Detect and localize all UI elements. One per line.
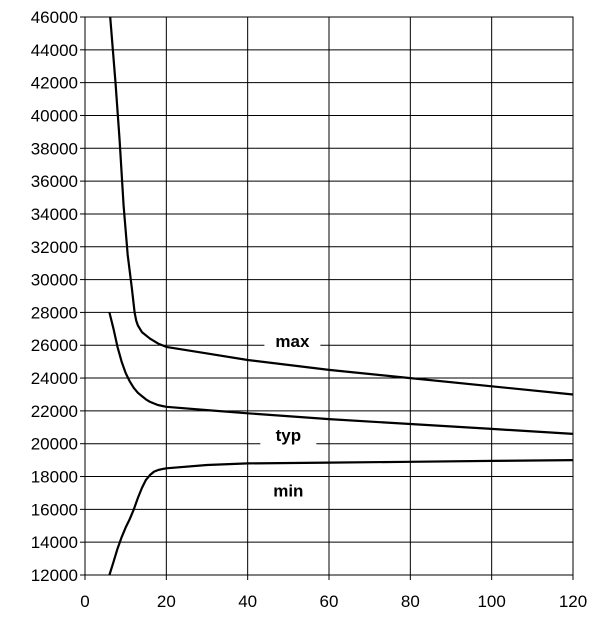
x-tick-label: 80 <box>401 592 420 611</box>
x-tick-label: 120 <box>559 592 587 611</box>
series-label-max: max <box>275 332 310 351</box>
x-tick-label: 40 <box>238 592 257 611</box>
x-tick-label: 20 <box>157 592 176 611</box>
y-tick-label: 46000 <box>31 8 78 27</box>
y-tick-label: 28000 <box>31 303 78 322</box>
y-tick-label: 14000 <box>31 533 78 552</box>
y-tick-label: 24000 <box>31 369 78 388</box>
y-tick-label: 12000 <box>31 566 78 585</box>
y-tick-label: 36000 <box>31 172 78 191</box>
x-tick-label: 0 <box>80 592 89 611</box>
series-label-typ: typ <box>276 426 302 445</box>
y-axis-ticks: 12000 14000 16000 18000 20000 22000 24000 26000… <box>31 8 85 585</box>
x-tick-label: 60 <box>320 592 339 611</box>
series-line-max <box>109 16 574 396</box>
y-tick-label: 30000 <box>31 271 78 290</box>
x-axis-ticks: 0 20 40 60 80 100 120 <box>80 575 587 611</box>
label-backdrop-min <box>260 479 317 502</box>
label-backdrop-max <box>264 330 321 353</box>
x-tick-label: 100 <box>477 592 505 611</box>
y-tick-label: 40000 <box>31 106 78 125</box>
y-tick-label: 42000 <box>31 74 78 93</box>
y-tick-label: 44000 <box>31 41 78 60</box>
y-tick-label: 16000 <box>31 500 78 519</box>
series-line-typ <box>108 312 574 435</box>
y-tick-label: 22000 <box>31 402 78 421</box>
y-tick-label: 32000 <box>31 238 78 257</box>
series-label-min: min <box>273 482 303 501</box>
y-tick-label: 26000 <box>31 336 78 355</box>
y-tick-label: 34000 <box>31 205 78 224</box>
series-line-min <box>108 459 574 576</box>
y-tick-label: 20000 <box>31 435 78 454</box>
label-backdrop-typ <box>260 423 317 446</box>
series-labels: max typ min <box>260 330 321 502</box>
y-tick-label: 38000 <box>31 139 78 158</box>
y-tick-label: 18000 <box>31 468 78 487</box>
series-group <box>108 16 574 576</box>
